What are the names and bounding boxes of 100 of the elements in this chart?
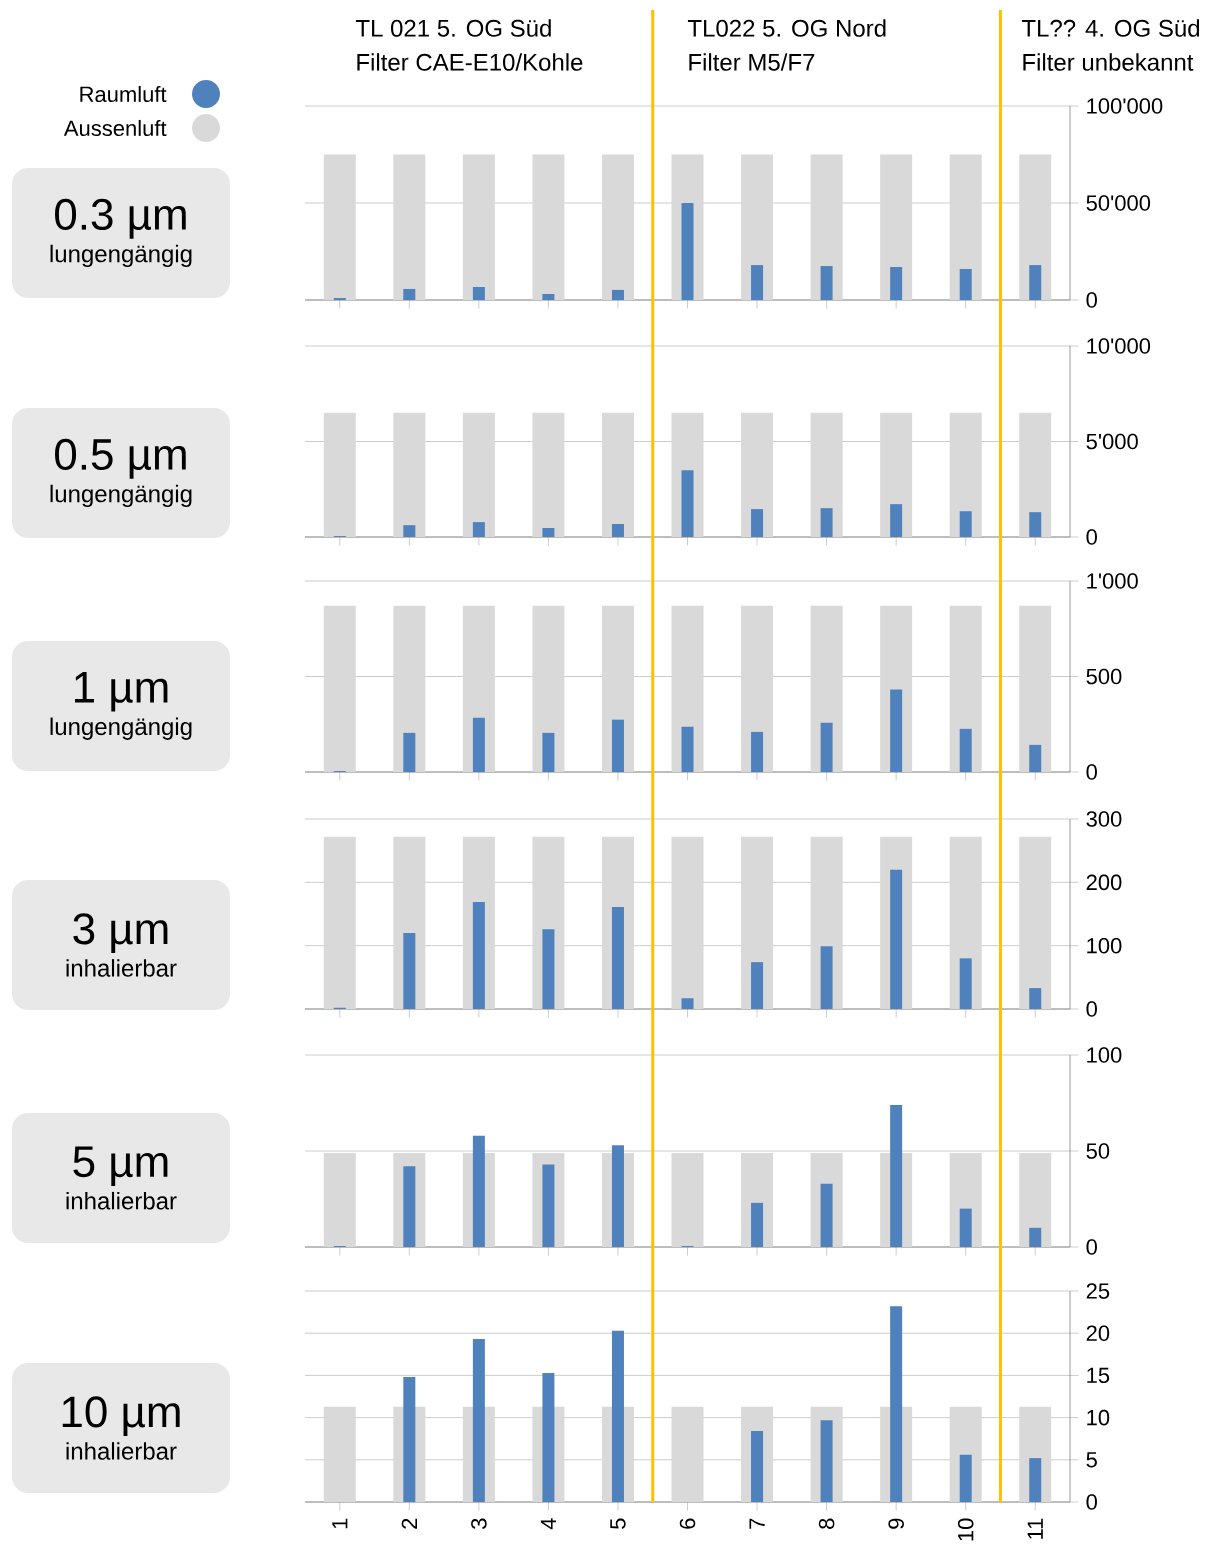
bar — [890, 504, 903, 537]
bar — [1019, 1152, 1052, 1248]
bar — [611, 1145, 624, 1248]
text: TL 021 5. OG Süd — [355, 19, 551, 37]
text: 5 µm — [73, 1146, 168, 1186]
bar — [1029, 265, 1042, 300]
x-tick-label: 4 — [540, 1518, 556, 1530]
bar — [393, 605, 426, 773]
y-tick-label: 50'000 — [1086, 195, 1151, 211]
y-tick-label: 0 — [1086, 1239, 1097, 1255]
text: TL022 5. OG Nord — [687, 19, 886, 37]
bar — [611, 289, 624, 300]
bar — [671, 1406, 704, 1503]
x-tick-label: 9 — [888, 1518, 904, 1529]
bar — [403, 288, 416, 300]
bar — [403, 732, 416, 773]
bar — [462, 412, 495, 537]
y-tick-label: 25 — [1086, 1283, 1110, 1299]
text: 3 µm — [73, 913, 168, 954]
y-tick-label: 100 — [1087, 937, 1122, 954]
bar — [890, 689, 903, 773]
bar — [542, 929, 555, 1010]
bar — [949, 412, 982, 537]
bar — [820, 722, 833, 773]
y-tick-label: 1'000 — [1087, 573, 1138, 589]
bar — [1029, 512, 1042, 537]
bar — [751, 962, 764, 1010]
bar — [880, 154, 913, 300]
bar — [542, 1372, 555, 1503]
bar — [949, 154, 982, 300]
text: TL?? 4. OG Süd — [1021, 19, 1200, 37]
bar — [1029, 744, 1042, 773]
bar — [472, 1339, 485, 1503]
y-tick-label: 15 — [1087, 1367, 1110, 1384]
x-tick-label: 8 — [818, 1518, 835, 1529]
x-tick-label: 3 — [471, 1518, 487, 1529]
bar — [741, 154, 774, 300]
bar — [741, 412, 774, 537]
bar — [323, 1406, 356, 1503]
x-tick-label: 11 — [1027, 1518, 1043, 1539]
x-tick-label: 5 — [610, 1518, 626, 1529]
x-tick-label: 10 — [957, 1518, 974, 1541]
y-tick-label: 0 — [1086, 1001, 1097, 1017]
y-tick-label: 20 — [1086, 1325, 1110, 1341]
bar — [751, 731, 764, 773]
bar — [323, 154, 356, 300]
bar — [751, 509, 764, 537]
bar — [681, 470, 694, 537]
y-tick-label: 100 — [1087, 1047, 1122, 1063]
bar — [611, 907, 624, 1010]
bar — [820, 266, 833, 300]
bar — [1019, 154, 1052, 300]
bar — [462, 154, 495, 300]
bar — [611, 524, 624, 537]
bar — [959, 511, 972, 537]
bar — [323, 605, 356, 773]
bar — [472, 901, 485, 1010]
text: inhalierbar — [66, 1442, 177, 1460]
bar — [1019, 605, 1052, 773]
bar — [681, 726, 694, 773]
text: lungengängig — [50, 717, 192, 740]
bar — [323, 412, 356, 537]
bar — [1019, 412, 1052, 537]
bar — [810, 412, 843, 537]
bar — [681, 203, 694, 300]
bar — [751, 1202, 764, 1248]
bar — [393, 154, 426, 300]
bar — [542, 732, 555, 773]
bar — [601, 154, 634, 300]
text: 0.3 µm — [55, 198, 186, 239]
x-tick-label: 2 — [401, 1518, 417, 1529]
y-tick-label: 0 — [1086, 1494, 1097, 1510]
bar — [959, 728, 972, 773]
y-tick-label: 50 — [1086, 1143, 1110, 1159]
bar — [751, 265, 764, 300]
bar — [671, 836, 704, 1010]
bar — [532, 412, 565, 537]
y-tick-label: 5'000 — [1086, 433, 1138, 450]
y-tick-label: 10'000 — [1087, 338, 1151, 354]
bar — [751, 1431, 764, 1503]
bar — [959, 1208, 972, 1248]
y-tick-label: 100'000 — [1087, 98, 1163, 114]
x-tick-label: 1 — [332, 1518, 348, 1529]
bar — [323, 1152, 356, 1248]
bar — [532, 154, 565, 300]
bar — [542, 1164, 555, 1248]
bar — [472, 717, 485, 773]
bar — [403, 1166, 416, 1248]
text: Filter M5/F7 — [689, 53, 815, 71]
bar — [959, 958, 972, 1010]
text: lungengängig — [50, 484, 192, 508]
legend-label: Aussenluft — [63, 119, 167, 137]
bar — [403, 933, 416, 1010]
bar — [611, 719, 624, 773]
bar — [542, 528, 555, 537]
text: inhalierbar — [66, 959, 177, 977]
bar — [681, 998, 694, 1010]
text: inhalierbar — [66, 1191, 177, 1210]
y-tick-label: 10 — [1087, 1409, 1110, 1426]
bar — [611, 1330, 624, 1503]
